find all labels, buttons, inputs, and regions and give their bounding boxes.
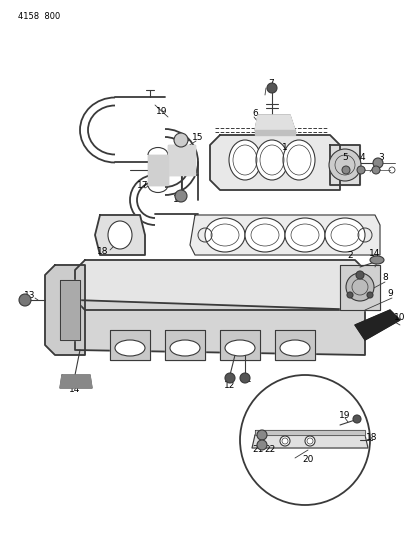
Text: 14: 14: [369, 249, 381, 259]
Ellipse shape: [325, 218, 365, 252]
Text: 2: 2: [347, 251, 353, 260]
Circle shape: [373, 158, 383, 168]
Polygon shape: [355, 310, 400, 340]
Text: 1: 1: [282, 143, 288, 152]
Ellipse shape: [170, 340, 200, 356]
Circle shape: [342, 166, 350, 174]
Polygon shape: [148, 155, 168, 185]
Circle shape: [257, 430, 267, 440]
Polygon shape: [168, 145, 195, 175]
Polygon shape: [190, 215, 380, 255]
Text: 6: 6: [252, 109, 258, 118]
Ellipse shape: [229, 140, 261, 180]
Polygon shape: [75, 260, 365, 310]
Text: 17: 17: [137, 181, 149, 190]
Circle shape: [267, 83, 277, 93]
Text: 20: 20: [302, 456, 314, 464]
Circle shape: [257, 440, 267, 450]
Text: 7: 7: [268, 79, 274, 88]
Polygon shape: [60, 375, 92, 388]
Text: 4: 4: [359, 152, 365, 161]
Ellipse shape: [245, 218, 285, 252]
Circle shape: [174, 133, 188, 147]
Circle shape: [353, 415, 361, 423]
Circle shape: [329, 149, 361, 181]
Polygon shape: [60, 280, 80, 340]
Text: 8: 8: [382, 273, 388, 282]
Ellipse shape: [256, 140, 288, 180]
Circle shape: [357, 166, 365, 174]
Ellipse shape: [283, 140, 315, 180]
Circle shape: [19, 294, 31, 306]
Circle shape: [305, 436, 315, 446]
Polygon shape: [255, 115, 295, 130]
Ellipse shape: [115, 340, 145, 356]
Text: 18: 18: [97, 247, 109, 256]
Ellipse shape: [370, 256, 384, 264]
Ellipse shape: [108, 221, 132, 249]
Polygon shape: [255, 130, 295, 135]
Text: 10: 10: [394, 313, 406, 322]
Text: 9: 9: [387, 289, 393, 298]
Circle shape: [175, 190, 187, 202]
Polygon shape: [220, 330, 260, 360]
Text: 13: 13: [24, 292, 36, 301]
Polygon shape: [255, 430, 365, 435]
Text: 4158  800: 4158 800: [18, 12, 60, 21]
Circle shape: [372, 166, 380, 174]
Text: 18: 18: [366, 433, 378, 442]
Ellipse shape: [285, 218, 325, 252]
Text: 3: 3: [378, 152, 384, 161]
Polygon shape: [330, 145, 360, 185]
Ellipse shape: [225, 340, 255, 356]
Circle shape: [225, 373, 235, 383]
Text: 11: 11: [241, 376, 253, 384]
Circle shape: [240, 373, 250, 383]
Text: 22: 22: [264, 446, 276, 455]
Polygon shape: [210, 135, 340, 190]
Text: 21: 21: [252, 446, 264, 455]
Polygon shape: [95, 215, 145, 255]
Circle shape: [356, 271, 364, 279]
Text: 15: 15: [192, 133, 204, 141]
Polygon shape: [275, 330, 315, 360]
Polygon shape: [252, 435, 368, 448]
Polygon shape: [340, 265, 380, 310]
Polygon shape: [110, 330, 150, 360]
Polygon shape: [165, 330, 205, 360]
Circle shape: [367, 292, 373, 298]
Ellipse shape: [280, 340, 310, 356]
Circle shape: [347, 292, 353, 298]
Text: 19: 19: [339, 410, 351, 419]
Text: 12: 12: [224, 381, 236, 390]
Ellipse shape: [205, 218, 245, 252]
Text: 16: 16: [173, 196, 185, 205]
Polygon shape: [75, 300, 365, 355]
Ellipse shape: [346, 273, 374, 301]
Polygon shape: [45, 265, 85, 355]
Text: 5: 5: [342, 152, 348, 161]
Circle shape: [280, 436, 290, 446]
Text: 14: 14: [69, 385, 81, 394]
Text: 19: 19: [156, 108, 168, 117]
